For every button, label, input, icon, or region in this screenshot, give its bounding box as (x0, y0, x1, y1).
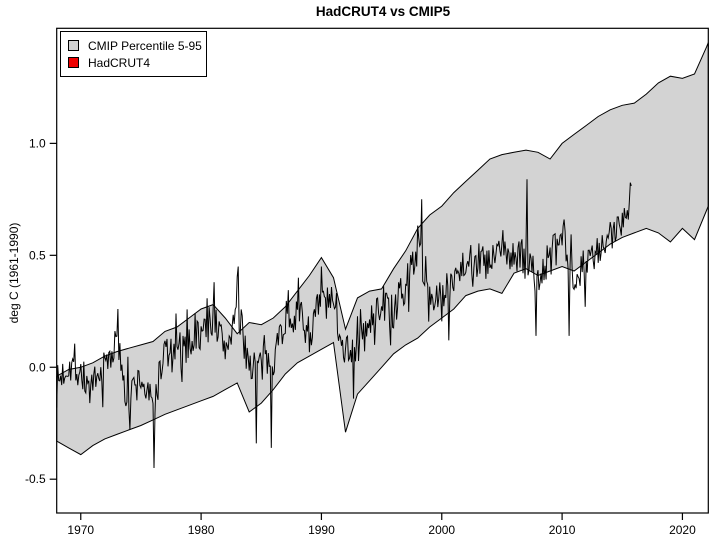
legend-item: CMIP Percentile 5-95 (68, 37, 206, 54)
plot-title: HadCRUT4 vs CMIP5 (315, 4, 451, 19)
legend-label: CMIP Percentile 5-95 (88, 38, 202, 53)
plot-frame (56, 27, 709, 514)
x-tick-label: 1980 (188, 523, 215, 537)
y-tick-label: -0.5 (25, 472, 46, 486)
x-tick-label: 1990 (308, 523, 335, 537)
legend-label: HadCRUT4 (88, 55, 151, 70)
x-tick-label: 1970 (67, 523, 94, 537)
legend-swatch-icon (68, 57, 79, 68)
hadcrut4-line (56, 179, 632, 469)
legend-swatch-icon (68, 40, 79, 51)
x-tick-label: 2010 (549, 523, 576, 537)
y-tick-label: 0.5 (29, 248, 46, 262)
legend: CMIP Percentile 5-95 HadCRUT4 (60, 31, 207, 77)
y-tick-label: 1.0 (29, 136, 46, 150)
cmip-band (56, 42, 709, 456)
y-tick-label: 0.0 (29, 360, 46, 374)
x-tick-label: 2020 (669, 523, 696, 537)
legend-item: HadCRUT4 (68, 54, 206, 71)
x-tick-label: 2000 (428, 523, 455, 537)
